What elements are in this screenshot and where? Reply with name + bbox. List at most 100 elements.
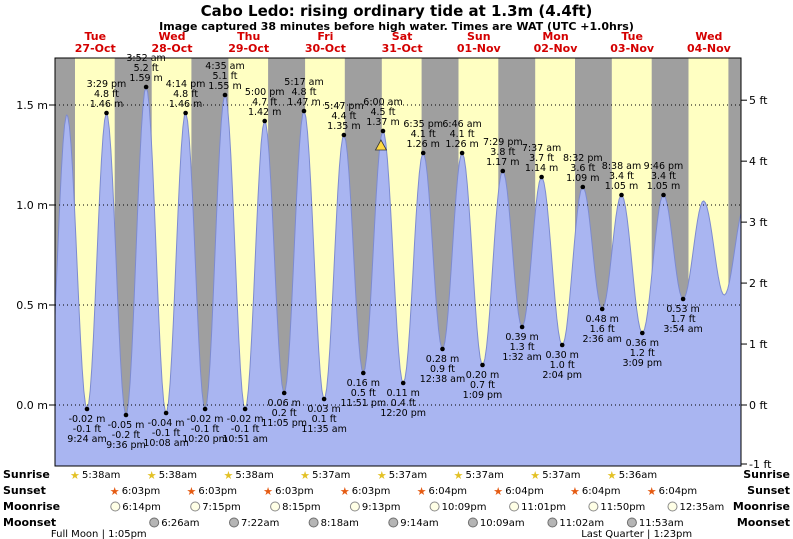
day-label-date: 04-Nov xyxy=(687,42,732,55)
moonrise-icon xyxy=(349,501,360,512)
low-tide-label: 2:04 pm xyxy=(542,370,582,381)
moonset-icon xyxy=(467,517,478,528)
y-axis-label-metres: 1.0 m xyxy=(16,199,48,212)
low-tide-dot xyxy=(321,396,327,402)
moonrise-time: 11:01pm xyxy=(521,502,566,513)
sunrise-star-icon: ★ xyxy=(147,469,157,482)
high-tide-dot xyxy=(500,168,506,174)
high-tide-label: 3.4 ft xyxy=(651,171,676,182)
low-tide-label: -0.05 m xyxy=(108,420,145,431)
high-tide-label: 1.05 m xyxy=(647,181,680,192)
moonset-row-label-right: Moonset xyxy=(737,516,790,529)
sunset-time: 6:04pm xyxy=(659,486,698,497)
sunrise-row-label-right: Sunrise xyxy=(743,468,790,481)
low-tide-label: -0.02 m xyxy=(227,414,264,425)
low-tide-label: 0.7 ft xyxy=(470,380,495,391)
sunset-row-label-left: Sunset xyxy=(3,484,46,497)
sunrise-time: 5:38am xyxy=(235,470,273,481)
high-tide-dot xyxy=(143,84,149,90)
moonset-icon xyxy=(626,517,637,528)
low-tide-label: 3:09 pm xyxy=(622,358,662,369)
low-tide-dot xyxy=(640,330,645,336)
moonrise-icon xyxy=(509,501,520,512)
low-tide-label: 3:54 am xyxy=(663,324,702,335)
high-tide-label: 4.1 ft xyxy=(411,129,436,140)
high-tide-dot xyxy=(619,192,624,198)
moonset-icon xyxy=(388,517,399,528)
low-tide-label: 0.48 m xyxy=(585,314,618,325)
sunrise-star-icon: ★ xyxy=(454,469,464,482)
high-tide-label: 4:14 pm xyxy=(166,79,206,90)
y-axis-label-feet: 1 ft xyxy=(749,338,768,351)
high-tide-dot xyxy=(661,192,666,198)
low-tide-dot xyxy=(559,342,565,348)
day-label-date: 31-Oct xyxy=(382,42,423,55)
moonrise-time: 7:15pm xyxy=(202,502,241,513)
high-tide-dot xyxy=(420,150,426,156)
high-tide-label: 5.1 ft xyxy=(212,71,237,82)
y-axis-label-feet: 2 ft xyxy=(749,277,768,290)
high-tide-label: 4.8 ft xyxy=(94,89,119,100)
y-axis-label-metres: 0.0 m xyxy=(16,399,48,412)
moonrise-time: 11:50pm xyxy=(600,502,645,513)
low-tide-dot xyxy=(163,410,169,416)
sunset-star-icon: ★ xyxy=(570,485,580,498)
sunset-time: 6:04pm xyxy=(429,486,468,497)
low-tide-label: -0.02 m xyxy=(69,414,106,425)
high-tide-label: 5:00 pm xyxy=(245,87,285,98)
high-tide-label: 3.4 ft xyxy=(609,171,634,182)
sunset-time: 6:03pm xyxy=(352,486,391,497)
high-tide-label: 1.47 m xyxy=(287,97,320,108)
moonset-icon xyxy=(308,517,319,528)
y-axis-label-feet: 4 ft xyxy=(749,155,768,168)
moonset-time: 8:18am xyxy=(321,518,359,529)
low-tide-label: 1.2 ft xyxy=(630,348,655,359)
moonset-row-label-left: Moonset xyxy=(3,516,56,529)
low-tide-label: -0.02 m xyxy=(187,414,224,425)
high-tide-label: 4.7 ft xyxy=(252,97,277,108)
low-tide-dot xyxy=(202,406,208,412)
moon-phase-label: Last Quarter | 1:23pm xyxy=(581,529,692,539)
high-tide-label: 1.26 m xyxy=(406,139,439,150)
low-tide-dot xyxy=(400,380,406,386)
day-label-weekday: Sat xyxy=(392,30,413,43)
high-tide-label: 1.35 m xyxy=(327,121,360,132)
low-tide-dot xyxy=(242,406,248,412)
chart-title: Cabo Ledo: rising ordinary tide at 1.3m … xyxy=(200,2,593,20)
low-tide-label: 0.30 m xyxy=(545,350,578,361)
high-tide-label: 6:00 am xyxy=(363,97,402,108)
low-tide-label: 0.03 m xyxy=(307,404,340,415)
low-tide-label: 0.11 m xyxy=(386,388,419,399)
day-label-date: 02-Nov xyxy=(534,42,579,55)
moonrise-time: 9:13pm xyxy=(362,502,401,513)
high-tide-label: 4.5 ft xyxy=(370,107,395,118)
sunset-time: 6:03pm xyxy=(122,486,161,497)
high-tide-label: 1.09 m xyxy=(566,173,599,184)
high-tide-label: 1.17 m xyxy=(486,157,519,168)
sunset-star-icon: ★ xyxy=(340,485,350,498)
low-tide-label: 0.9 ft xyxy=(430,364,455,375)
moonset-time: 10:09am xyxy=(480,518,525,529)
y-axis-label-metres: 1.5 m xyxy=(16,99,48,112)
day-label-weekday: Fri xyxy=(317,30,333,43)
sunrise-time: 5:37am xyxy=(466,470,504,481)
low-tide-label: 12:38 am xyxy=(420,374,465,385)
chart-subtitle: Image captured 38 minutes before high wa… xyxy=(159,20,634,33)
moonset-icon xyxy=(229,517,239,528)
low-tide-label: 1:09 pm xyxy=(463,390,503,401)
low-tide-label: -0.1 ft xyxy=(231,424,260,435)
high-tide-label: 4.8 ft xyxy=(291,87,316,98)
low-tide-dot xyxy=(680,296,686,302)
low-tide-label: 0.4 ft xyxy=(391,398,416,409)
high-tide-label: 1.46 m xyxy=(90,99,123,110)
high-tide-dot xyxy=(222,92,228,98)
low-tide-label: 0.39 m xyxy=(505,332,538,343)
high-tide-label: 3:52 am xyxy=(126,53,165,64)
day-label-weekday: Wed xyxy=(158,30,185,43)
low-tide-dot xyxy=(519,324,525,330)
moonrise-row-label-right: Moonrise xyxy=(733,500,790,513)
sunrise-time: 5:36am xyxy=(619,470,657,481)
moonrise-time: 12:35am xyxy=(680,502,725,513)
high-tide-label: 1.42 m xyxy=(248,107,281,118)
